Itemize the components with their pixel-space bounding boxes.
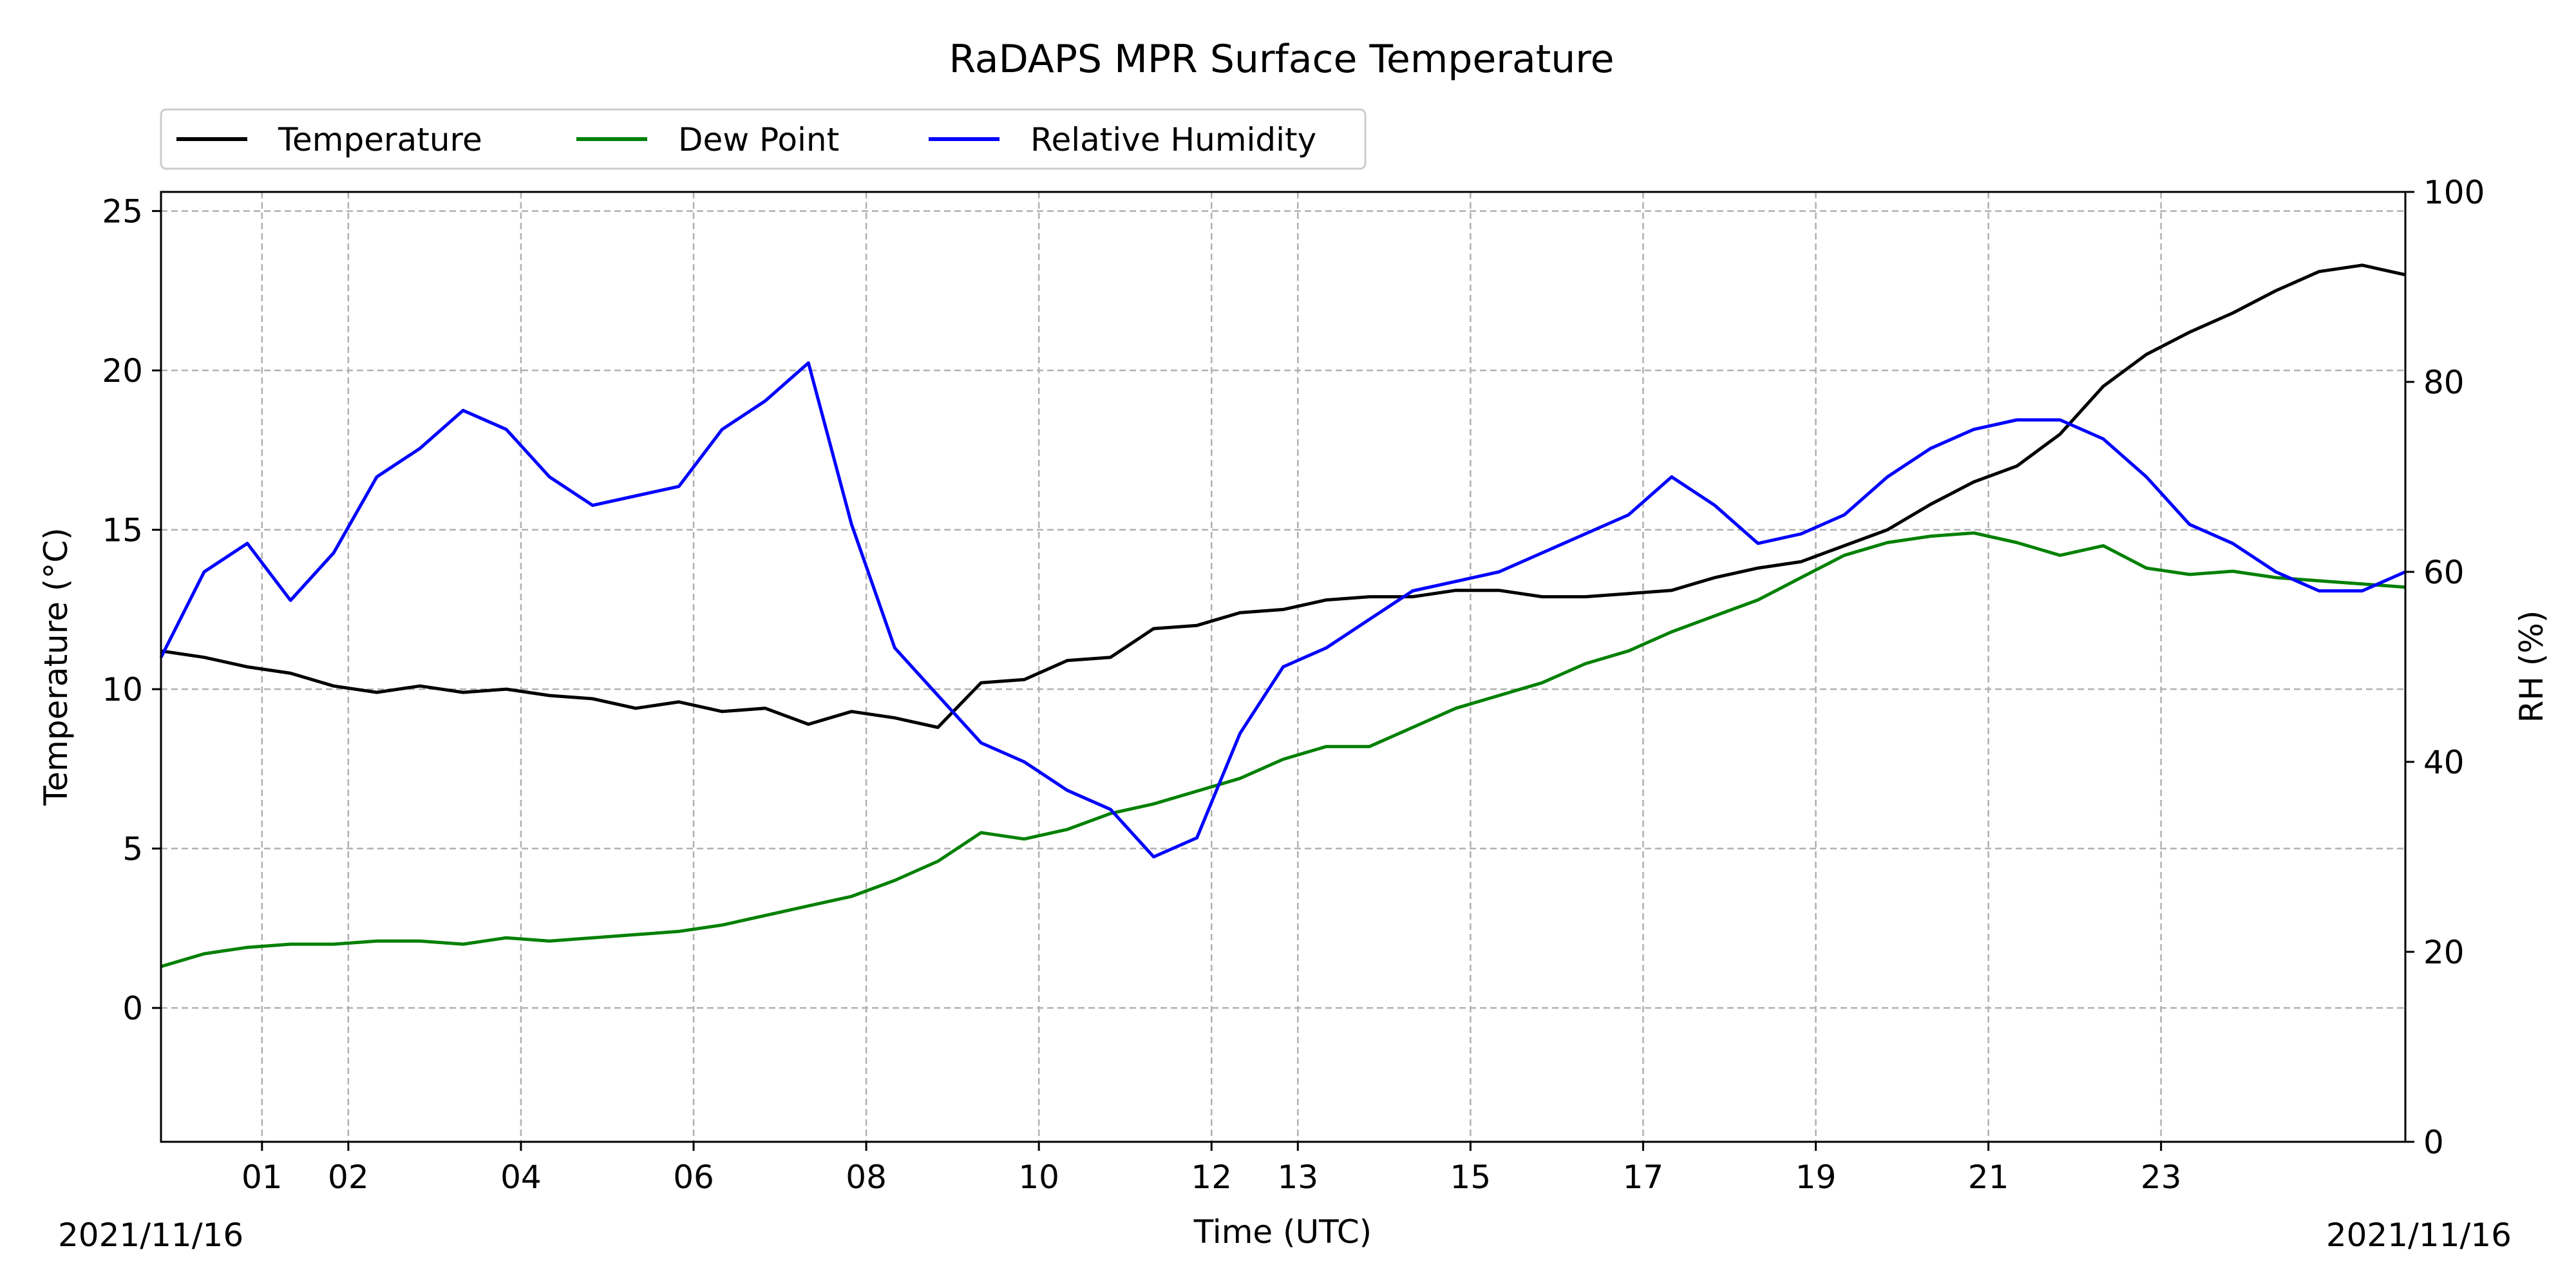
x-tick-label: 06	[673, 1159, 714, 1196]
y-left-tick-label: 15	[102, 512, 143, 549]
end-date-label: 2021/11/16	[2326, 1217, 2512, 1254]
y-left-axis-label: Temperature (°C)	[37, 527, 75, 806]
legend: Temperature Dew Point Relative Humidity	[160, 108, 1367, 170]
y-right-tick-label: 60	[2423, 554, 2465, 591]
y-right-tick-label: 0	[2423, 1124, 2444, 1161]
series-line-temperature	[160, 263, 2406, 729]
legend-label: Relative Humidity	[1030, 121, 1316, 158]
x-axis-label: Time (UTC)	[1193, 1213, 1372, 1251]
x-tick-label: 02	[328, 1159, 369, 1196]
x-tick-label: 15	[1450, 1159, 1492, 1196]
legend-box	[160, 108, 1367, 170]
y-right-tick-label: 40	[2423, 744, 2465, 781]
y-left-tick-label: 25	[102, 193, 143, 231]
grid-y	[161, 210, 2405, 1009]
y-left-tick-label: 0	[122, 990, 143, 1027]
x-tick-label: 19	[1795, 1159, 1837, 1196]
x-tick-label: 01	[242, 1159, 283, 1196]
grid-x	[261, 192, 2162, 1142]
y-right-tick-label: 80	[2423, 364, 2465, 401]
series-layer	[159, 263, 2407, 969]
x-tick-label: 21	[1968, 1159, 2009, 1196]
y-left-tick-label: 5	[122, 831, 143, 868]
x-tick-label: 13	[1277, 1159, 1318, 1196]
y-right-tick-label: 100	[2423, 174, 2485, 211]
x-tick-label: 10	[1018, 1159, 1059, 1196]
y-left-ticks: 0 5 10 15 20 25	[102, 193, 161, 1027]
x-ticks: 01 02 04 06 08 10 12 13 15 17 19 21 23	[242, 1142, 2181, 1196]
x-tick-label: 23	[2141, 1159, 2182, 1196]
y-left-tick-label: 10	[102, 671, 143, 708]
plot-frame	[160, 191, 2407, 1143]
chart-title: RaDAPS MPR Surface Temperature	[949, 37, 1614, 82]
x-tick-label: 04	[500, 1159, 542, 1196]
legend-label: Temperature	[278, 121, 482, 158]
series-line-relative-humidity	[159, 361, 2407, 858]
y-left-tick-label: 20	[102, 352, 143, 390]
start-date-label: 2021/11/16	[58, 1217, 243, 1254]
x-tick-label: 17	[1623, 1159, 1664, 1196]
series-line-dew-point	[160, 531, 2406, 969]
y-right-tick-label: 20	[2423, 934, 2465, 971]
x-tick-label: 12	[1191, 1159, 1232, 1196]
legend-label: Dew Point	[678, 121, 839, 158]
x-tick-label: 08	[846, 1159, 887, 1196]
y-right-axis-label: RH (%)	[2513, 611, 2550, 723]
y-right-ticks: 0 20 40 60 80 100	[2405, 174, 2485, 1161]
